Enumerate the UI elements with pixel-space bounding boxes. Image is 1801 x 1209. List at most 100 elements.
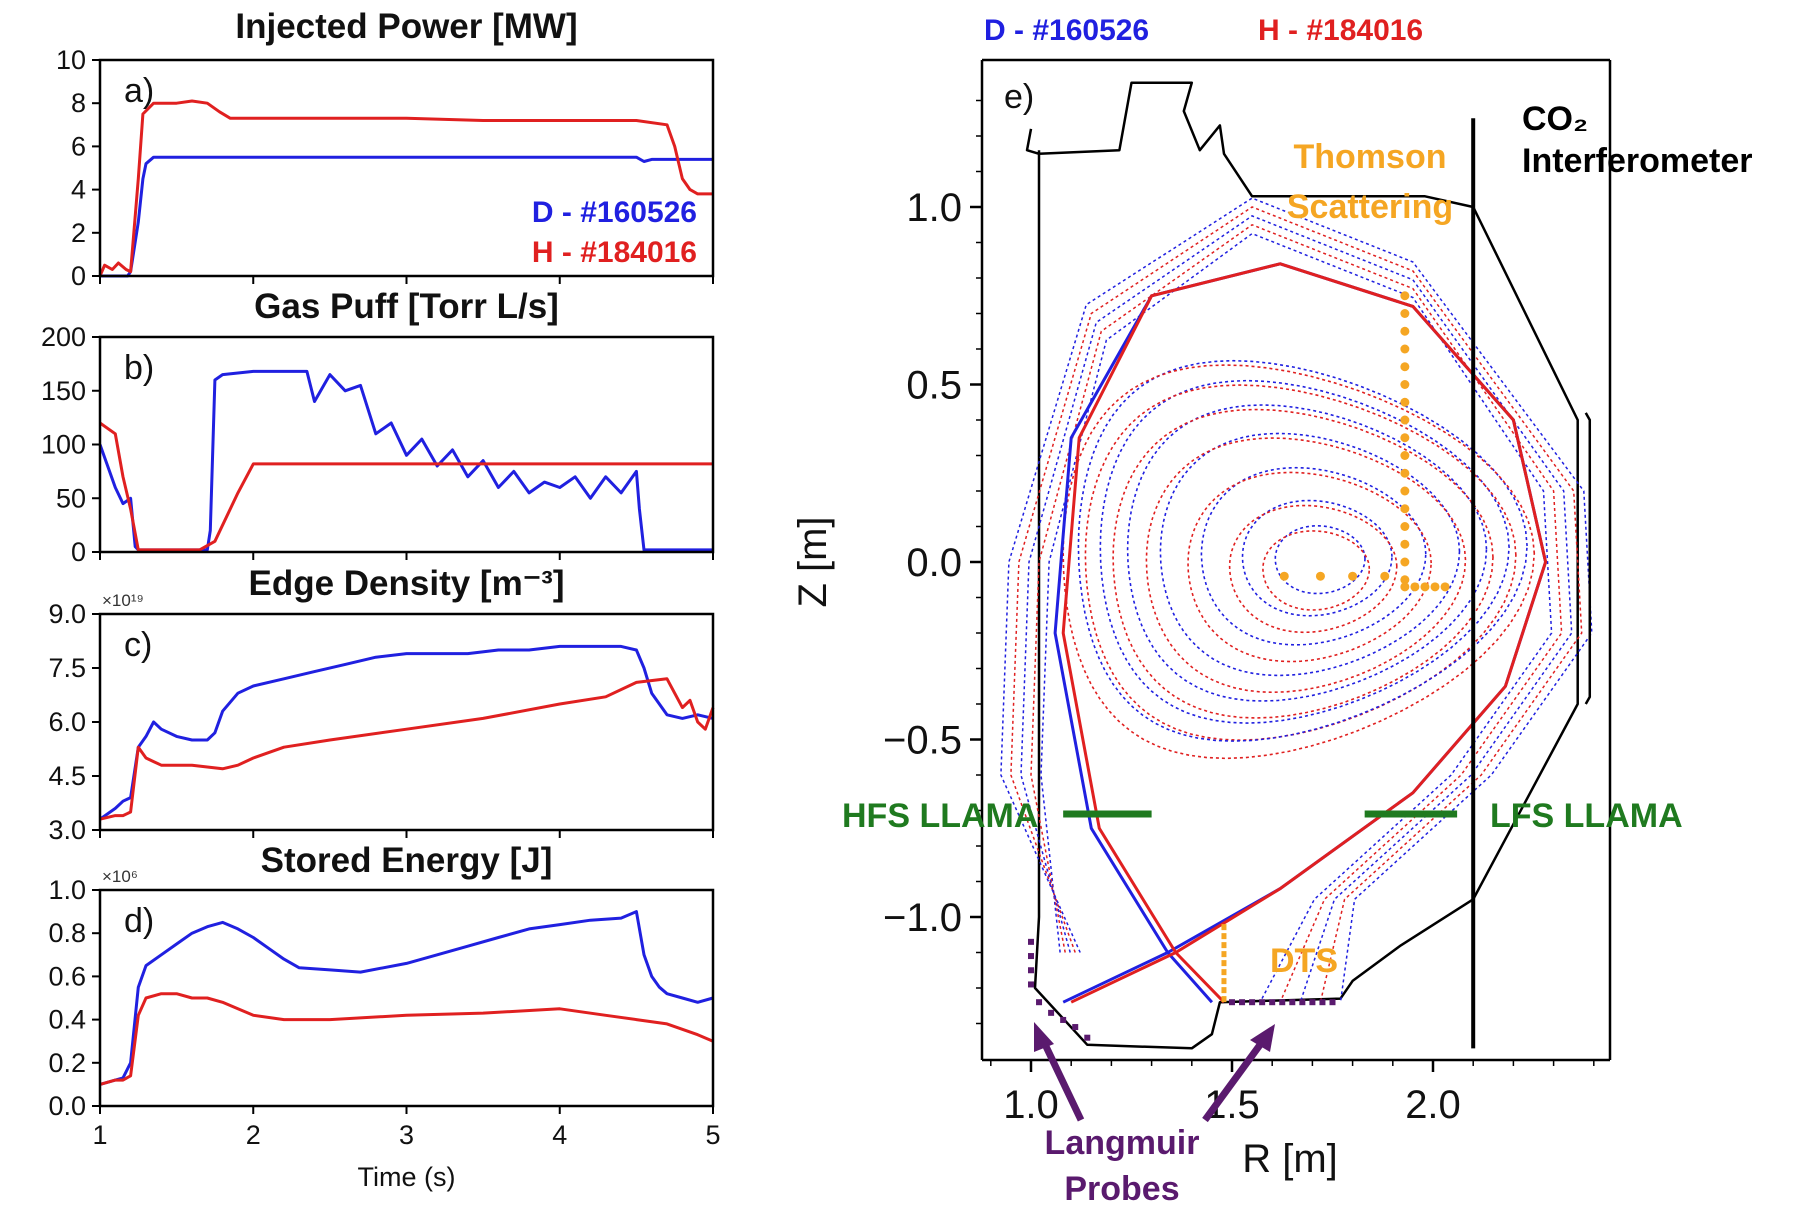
y-tick-label: −1.0	[883, 896, 962, 940]
langmuir-probe	[1084, 1034, 1091, 1041]
y-tick-label: 0.5	[906, 364, 962, 408]
flux-surface-H	[1228, 504, 1398, 634]
thomson-point	[1400, 309, 1410, 318]
panel-title: Stored Energy [J]	[261, 841, 553, 880]
flux-surface-D	[1126, 404, 1488, 702]
thomson-point	[1380, 571, 1390, 581]
thomson-point	[1400, 326, 1410, 336]
thomson-point	[1400, 575, 1410, 585]
panel-d: Stored Energy [J] 0.0 0.2 0.4 0.6 0.8 1.0 1 2 3 4 5…	[48, 841, 720, 1192]
y-tick-label: 0.8	[48, 918, 86, 948]
y-tick-label: 8	[71, 88, 86, 118]
legend-D: D - #160526	[984, 14, 1149, 47]
equilibrium-panel: D - #160526 H - #184016 1.0 0.5 0.0 −0.5 −1.…	[791, 14, 1753, 1208]
y-tick-label: 100	[41, 430, 86, 460]
y-tick-label: 0.2	[48, 1048, 86, 1078]
y-tick-label: 4	[71, 175, 86, 205]
thomson-point	[1348, 571, 1358, 581]
flux-surface-D	[1077, 359, 1528, 742]
thomson-label-line2: Scattering	[1287, 188, 1453, 226]
panel-title: Edge Density [m⁻³]	[248, 564, 564, 603]
langmuir-probe	[1028, 967, 1034, 974]
y-tick-label: 9.0	[48, 599, 86, 629]
probes-label-line1: Langmuir	[1045, 1124, 1200, 1162]
x-tick-label: 3	[399, 1120, 414, 1150]
langmuir-probe	[1319, 999, 1326, 1006]
y-tick-label: 0	[71, 537, 86, 567]
y-tick-label: 150	[41, 376, 86, 406]
legend-H: H - #184016	[1258, 14, 1423, 47]
thomson-point	[1400, 380, 1410, 389]
lfs-llama-label: LFS LLAMA	[1490, 797, 1683, 835]
y-tick-label: 50	[56, 483, 86, 513]
series-line-H	[99, 992, 714, 1086]
langmuir-probe	[1309, 999, 1316, 1006]
co2-label-line2: Interferometer	[1522, 142, 1753, 180]
thomson-point	[1400, 522, 1410, 531]
thomson-point	[1400, 362, 1410, 372]
x-tick-label: 2.0	[1405, 1083, 1461, 1127]
thomson-point	[1400, 433, 1410, 443]
thomson-point	[1400, 344, 1410, 354]
thomson-point	[1400, 539, 1410, 549]
panel-letter: e)	[1004, 78, 1034, 116]
y-axis-label: Z [m]	[791, 516, 835, 607]
y-tick-label: 10	[56, 45, 86, 75]
thomson-point	[1400, 557, 1410, 567]
panel-letter: b)	[124, 349, 154, 387]
plot-frame	[98, 335, 715, 554]
thomson-point	[1400, 582, 1410, 592]
flux-surface-H	[1062, 364, 1536, 760]
y-tick-label: 4.5	[48, 761, 86, 791]
langmuir-probe	[1048, 1009, 1055, 1016]
series-line-H	[98, 99, 713, 277]
hfs-llama-label: HFS LLAMA	[842, 797, 1038, 835]
langmuir-probe	[1249, 999, 1256, 1006]
panel-letter: a)	[124, 72, 154, 110]
y-multiplier: ×10¹⁹	[102, 591, 144, 610]
y-tick-label: 0	[71, 261, 86, 291]
langmuir-probe	[1229, 999, 1235, 1006]
vessel-wall	[1025, 81, 1579, 1050]
langmuir-probe	[1259, 999, 1266, 1006]
panel-title: Gas Puff [Torr L/s]	[254, 287, 559, 326]
langmuir-probe	[1072, 1024, 1079, 1031]
series-line-H	[99, 421, 713, 552]
thomson-label-line1: Thomson	[1294, 138, 1447, 176]
probe-arrowhead-right	[1250, 1024, 1275, 1052]
legend-H: H - #184016	[532, 236, 697, 269]
y-tick-label: 6	[71, 131, 86, 161]
x-tick-label: 4	[552, 1120, 567, 1150]
y-tick-label: 0.6	[48, 961, 86, 991]
dts-label: DTS	[1270, 942, 1338, 980]
sol-field-line	[1000, 197, 1593, 1003]
legend-D: D - #160526	[532, 196, 697, 229]
langmuir-probe	[1028, 953, 1034, 960]
thomson-point	[1279, 571, 1289, 581]
probes-label-line2: Probes	[1064, 1170, 1179, 1208]
flux-surface-D	[1274, 524, 1366, 595]
sol-field-line	[1030, 223, 1563, 1003]
x-tick-label: 5	[705, 1120, 720, 1150]
y-tick-label: −0.5	[883, 719, 962, 763]
langmuir-probe	[1289, 999, 1296, 1006]
probe-arrowhead-left	[1034, 1022, 1054, 1052]
langmuir-probe	[1036, 999, 1043, 1006]
x-axis-label: Time (s)	[358, 1162, 456, 1192]
langmuir-probe	[1060, 1016, 1067, 1023]
thomson-point	[1440, 582, 1450, 592]
series-line-H	[99, 677, 715, 821]
flux-surface-H	[1112, 408, 1494, 719]
y-tick-label: 0.0	[48, 1091, 86, 1121]
y-tick-label: 3.0	[48, 815, 86, 845]
thomson-point	[1430, 582, 1440, 592]
x-tick-label: 1.0	[1003, 1083, 1059, 1127]
thomson-point	[1400, 291, 1410, 301]
thomson-point	[1410, 582, 1420, 592]
y-tick-label: 1.0	[48, 875, 86, 905]
thomson-point	[1400, 415, 1410, 425]
flux-surface-D	[1159, 432, 1461, 677]
thomson-point	[1400, 397, 1410, 407]
flux-surface-H	[1262, 530, 1371, 611]
